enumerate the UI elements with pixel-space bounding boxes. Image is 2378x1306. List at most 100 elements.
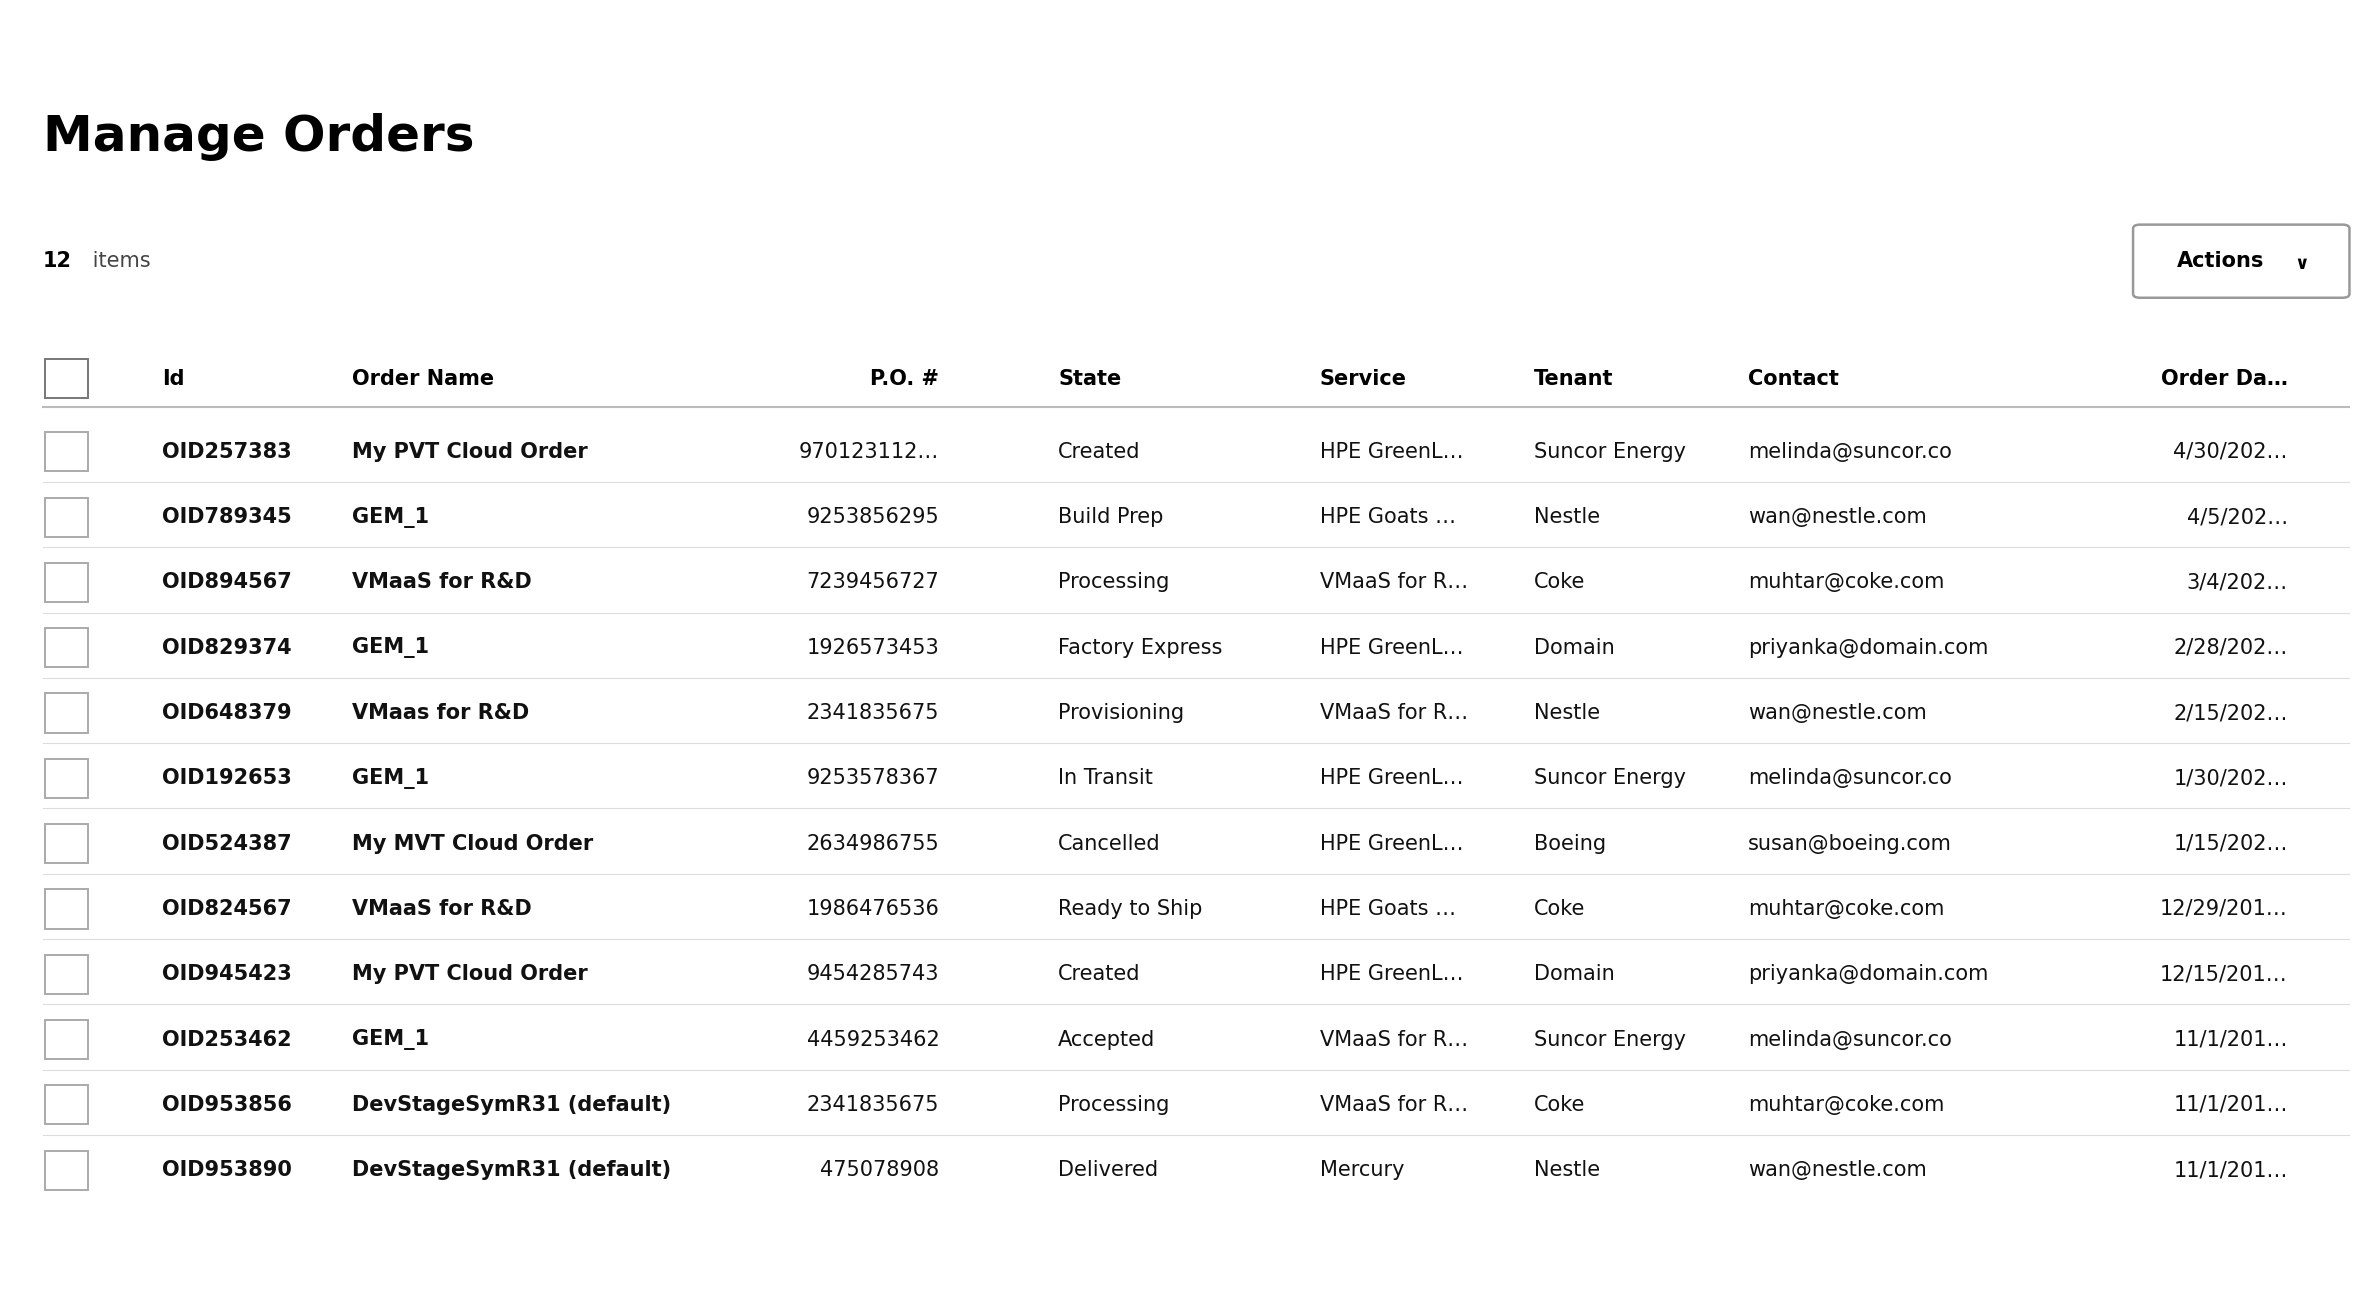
- Text: items: items: [86, 251, 150, 272]
- Text: VMaaS for R…: VMaaS for R…: [1320, 703, 1467, 724]
- Text: wan@nestle.com: wan@nestle.com: [1748, 1160, 1926, 1181]
- Text: 2341835675: 2341835675: [806, 1094, 939, 1115]
- Text: 2/15/202…: 2/15/202…: [2173, 703, 2288, 724]
- Text: 9253856295: 9253856295: [806, 507, 939, 528]
- Text: Coke: Coke: [1534, 899, 1586, 919]
- Text: Actions: Actions: [2178, 251, 2264, 272]
- Text: Nestle: Nestle: [1534, 1160, 1600, 1181]
- Text: 475078908: 475078908: [820, 1160, 939, 1181]
- Text: My PVT Cloud Order: My PVT Cloud Order: [352, 441, 587, 462]
- Text: GEM_1: GEM_1: [352, 768, 428, 789]
- Text: State: State: [1058, 368, 1122, 389]
- Text: Ready to Ship: Ready to Ship: [1058, 899, 1203, 919]
- Text: My PVT Cloud Order: My PVT Cloud Order: [352, 964, 587, 985]
- Text: Processing: Processing: [1058, 1094, 1170, 1115]
- Bar: [45, 563, 88, 602]
- Text: OID829374: OID829374: [162, 637, 292, 658]
- Text: 4/5/202…: 4/5/202…: [2185, 507, 2288, 528]
- Text: Suncor Energy: Suncor Energy: [1534, 441, 1686, 462]
- Text: Accepted: Accepted: [1058, 1029, 1156, 1050]
- Text: VMaaS for R…: VMaaS for R…: [1320, 1029, 1467, 1050]
- Text: ∨: ∨: [2295, 255, 2309, 273]
- Text: P.O. #: P.O. #: [870, 368, 939, 389]
- Text: In Transit: In Transit: [1058, 768, 1153, 789]
- Text: 11/1/201…: 11/1/201…: [2173, 1029, 2288, 1050]
- Text: VMaaS for R&D: VMaaS for R&D: [352, 572, 533, 593]
- Text: 9454285743: 9454285743: [806, 964, 939, 985]
- Text: 4459253462: 4459253462: [806, 1029, 939, 1050]
- Text: 12/15/201…: 12/15/201…: [2159, 964, 2288, 985]
- Text: Nestle: Nestle: [1534, 507, 1600, 528]
- Text: Suncor Energy: Suncor Energy: [1534, 1029, 1686, 1050]
- Text: muhtar@coke.com: muhtar@coke.com: [1748, 899, 1945, 919]
- Text: Cancelled: Cancelled: [1058, 833, 1160, 854]
- Text: VMaaS for R&D: VMaaS for R&D: [352, 899, 533, 919]
- Text: VMaaS for R…: VMaaS for R…: [1320, 1094, 1467, 1115]
- Text: 1926573453: 1926573453: [806, 637, 939, 658]
- Text: HPE Goats …: HPE Goats …: [1320, 507, 1455, 528]
- Bar: [45, 359, 88, 398]
- Text: Coke: Coke: [1534, 1094, 1586, 1115]
- Text: OID253462: OID253462: [162, 1029, 292, 1050]
- Text: OID824567: OID824567: [162, 899, 292, 919]
- Text: 1986476536: 1986476536: [806, 899, 939, 919]
- Text: Delivered: Delivered: [1058, 1160, 1158, 1181]
- Text: Factory Express: Factory Express: [1058, 637, 1222, 658]
- Text: 12/29/201…: 12/29/201…: [2159, 899, 2288, 919]
- Text: 2634986755: 2634986755: [806, 833, 939, 854]
- Text: OID894567: OID894567: [162, 572, 292, 593]
- Text: Created: Created: [1058, 441, 1141, 462]
- Text: 7239456727: 7239456727: [806, 572, 939, 593]
- Text: DevStageSymR31 (default): DevStageSymR31 (default): [352, 1160, 671, 1181]
- Text: 1/15/202…: 1/15/202…: [2173, 833, 2288, 854]
- Bar: [45, 824, 88, 863]
- Text: OID257383: OID257383: [162, 441, 292, 462]
- Bar: [45, 693, 88, 733]
- Text: priyanka@domain.com: priyanka@domain.com: [1748, 964, 1988, 985]
- Text: Suncor Energy: Suncor Energy: [1534, 768, 1686, 789]
- Text: priyanka@domain.com: priyanka@domain.com: [1748, 637, 1988, 658]
- Text: 970123112…: 970123112…: [799, 441, 939, 462]
- Text: OID789345: OID789345: [162, 507, 292, 528]
- Text: 12: 12: [43, 251, 71, 272]
- Text: GEM_1: GEM_1: [352, 1029, 428, 1050]
- Bar: [45, 1085, 88, 1124]
- Text: Order Name: Order Name: [352, 368, 495, 389]
- Text: Order Da…: Order Da…: [2162, 368, 2288, 389]
- Text: Tenant: Tenant: [1534, 368, 1612, 389]
- Text: muhtar@coke.com: muhtar@coke.com: [1748, 1094, 1945, 1115]
- Text: HPE GreenL…: HPE GreenL…: [1320, 964, 1462, 985]
- Text: melinda@suncor.co: melinda@suncor.co: [1748, 1029, 1952, 1050]
- Text: OID945423: OID945423: [162, 964, 292, 985]
- Text: Service: Service: [1320, 368, 1408, 389]
- Text: OID524387: OID524387: [162, 833, 292, 854]
- Bar: [45, 889, 88, 929]
- Text: wan@nestle.com: wan@nestle.com: [1748, 507, 1926, 528]
- Text: DevStageSymR31 (default): DevStageSymR31 (default): [352, 1094, 671, 1115]
- Text: HPE GreenL…: HPE GreenL…: [1320, 441, 1462, 462]
- Text: OID953856: OID953856: [162, 1094, 292, 1115]
- Text: 4/30/202…: 4/30/202…: [2173, 441, 2288, 462]
- Text: Domain: Domain: [1534, 964, 1615, 985]
- Text: HPE GreenL…: HPE GreenL…: [1320, 768, 1462, 789]
- Text: VMaas for R&D: VMaas for R&D: [352, 703, 530, 724]
- Bar: [45, 759, 88, 798]
- Text: Build Prep: Build Prep: [1058, 507, 1163, 528]
- Bar: [45, 498, 88, 537]
- Text: Nestle: Nestle: [1534, 703, 1600, 724]
- Bar: [45, 432, 88, 471]
- Text: HPE GreenL…: HPE GreenL…: [1320, 637, 1462, 658]
- Text: 2341835675: 2341835675: [806, 703, 939, 724]
- Text: GEM_1: GEM_1: [352, 637, 428, 658]
- FancyBboxPatch shape: [2133, 225, 2349, 298]
- Text: HPE Goats …: HPE Goats …: [1320, 899, 1455, 919]
- Text: Domain: Domain: [1534, 637, 1615, 658]
- Text: muhtar@coke.com: muhtar@coke.com: [1748, 572, 1945, 593]
- Text: OID648379: OID648379: [162, 703, 292, 724]
- Bar: [45, 955, 88, 994]
- Text: Mercury: Mercury: [1320, 1160, 1405, 1181]
- Text: HPE GreenL…: HPE GreenL…: [1320, 833, 1462, 854]
- Text: 1/30/202…: 1/30/202…: [2173, 768, 2288, 789]
- Text: 3/4/202…: 3/4/202…: [2185, 572, 2288, 593]
- Text: Processing: Processing: [1058, 572, 1170, 593]
